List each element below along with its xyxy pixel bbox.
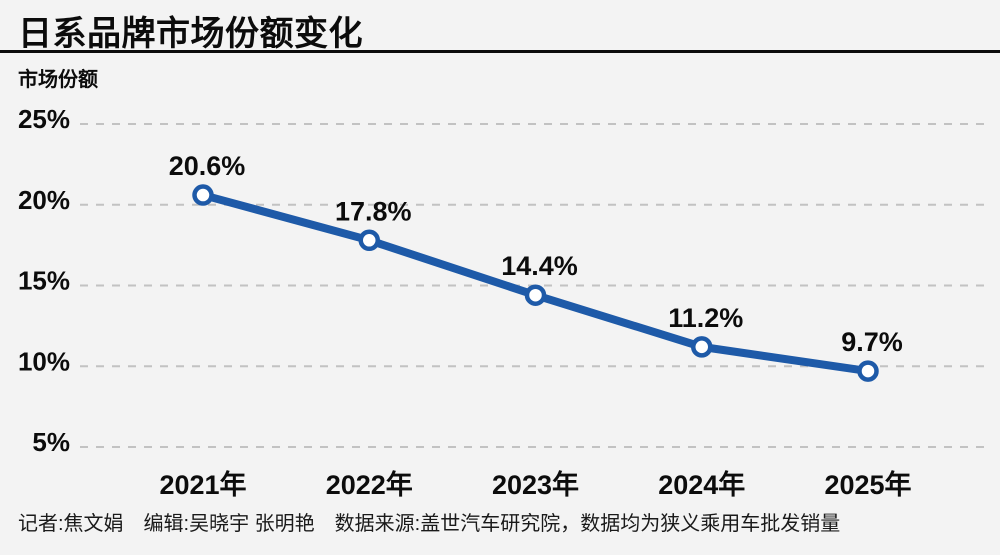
data-point-marker xyxy=(192,184,214,206)
credits-footer: 记者:焦文娟 编辑:吴晓宇 张明艳 数据来源:盖世汽车研究院，数据均为狭义乘用车… xyxy=(18,513,841,535)
data-point-label: 17.8% xyxy=(335,196,412,226)
y-axis-title: 市场份额 xyxy=(18,69,98,91)
x-tick-label: 2022年 xyxy=(326,469,413,500)
market-share-line-chart: 25% 20% 15% 10% 5% 2021年 2022年 2023年 2024年 2025年 2… xyxy=(18,104,985,500)
y-tick-label: 25% xyxy=(18,104,70,134)
data-point-marker xyxy=(691,336,713,358)
y-tick-label: 15% xyxy=(18,266,70,296)
y-tick-label: 20% xyxy=(18,185,70,215)
data-point-marker xyxy=(524,284,547,306)
y-tick-label: 5% xyxy=(32,427,70,457)
data-point-label: 11.2% xyxy=(668,303,743,333)
data-point-marker xyxy=(857,360,879,382)
data-point-marker xyxy=(358,229,380,252)
y-tick-label: 10% xyxy=(18,346,70,376)
title-divider xyxy=(0,50,1000,53)
data-point-label: 20.6% xyxy=(169,151,246,181)
data-point-label: 9.7% xyxy=(841,327,903,357)
trend-line xyxy=(199,191,872,376)
data-point-label: 14.4% xyxy=(501,251,578,281)
x-tick-label: 2021年 xyxy=(159,469,246,500)
x-tick-label: 2024年 xyxy=(658,469,745,500)
x-tick-label: 2025年 xyxy=(824,469,911,500)
x-tick-label: 2023年 xyxy=(492,469,579,500)
page-title: 日系品牌市场份额变化 xyxy=(18,15,363,53)
